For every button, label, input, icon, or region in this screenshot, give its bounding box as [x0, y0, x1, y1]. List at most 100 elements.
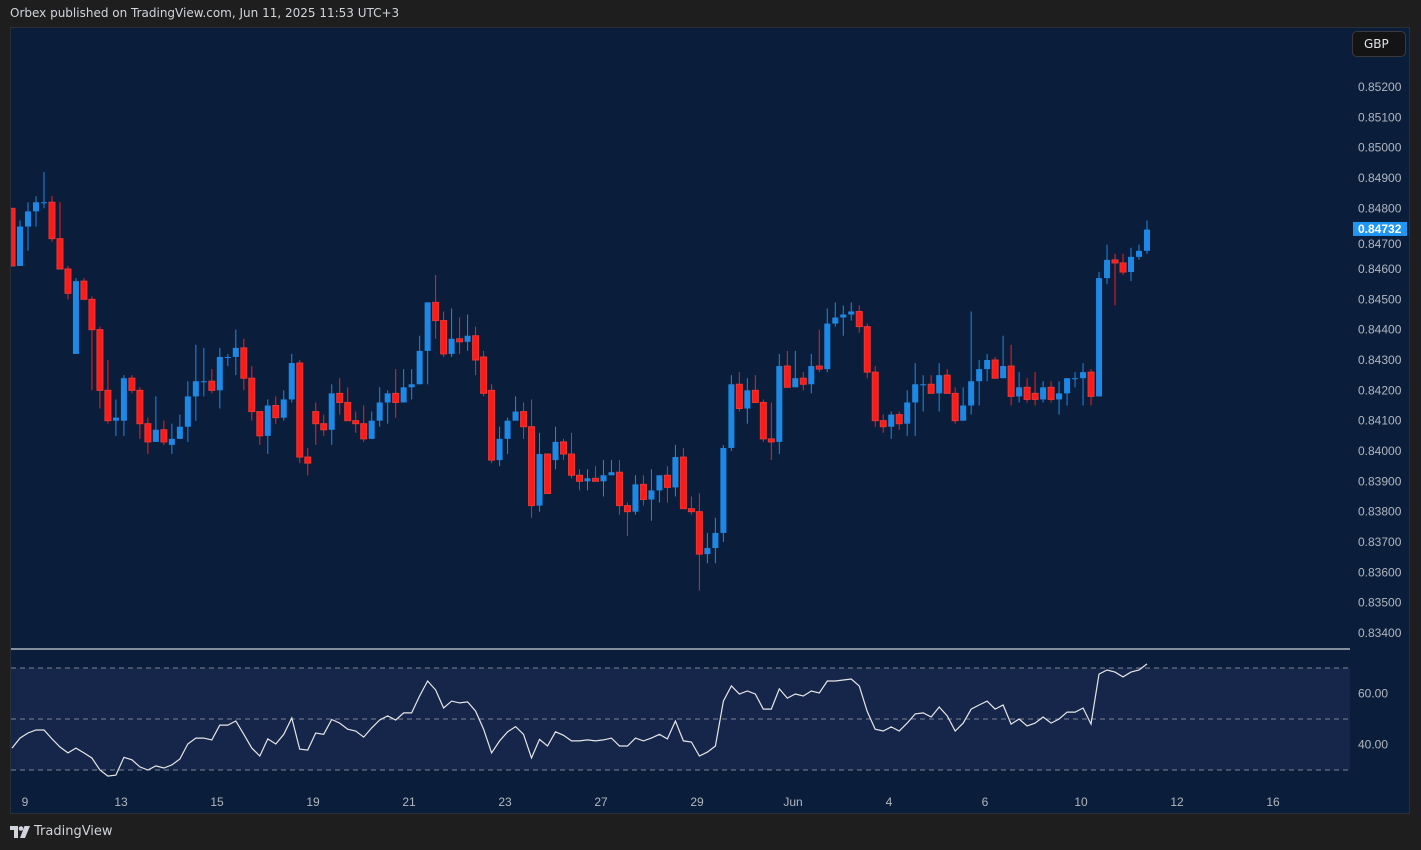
candle-down — [320, 423, 328, 431]
candle-down — [96, 329, 104, 391]
candle-down — [432, 301, 440, 322]
price-tick-label: 0.83600 — [1358, 565, 1402, 579]
candle-up — [1056, 393, 1063, 400]
candle-down — [392, 392, 400, 403]
candle-down — [560, 441, 568, 455]
candle-down — [783, 365, 791, 388]
time-tick-label: 27 — [594, 795, 608, 809]
candle-down — [687, 508, 695, 513]
candle-up — [776, 366, 783, 442]
price-tick-label: 0.84000 — [1358, 444, 1402, 458]
candle-down — [576, 474, 583, 482]
candle-down — [296, 362, 304, 458]
candle-down — [520, 411, 528, 428]
candle-down — [799, 377, 807, 385]
candle-down — [88, 298, 96, 331]
price-tick-label: 0.84700 — [1358, 237, 1402, 251]
candle-up — [184, 396, 191, 427]
candle-down — [663, 474, 671, 488]
candle-up — [632, 484, 639, 512]
candle-down — [871, 371, 879, 422]
candle-up — [824, 323, 831, 370]
chart-canvas[interactable]: 0.85200 0.85100 0.85000 0.84900 0.84800 0.847… — [11, 28, 1411, 815]
candle-up — [1000, 366, 1007, 379]
candle-down — [344, 401, 352, 422]
candle-down — [136, 389, 144, 425]
candle-down — [456, 338, 464, 343]
candle-up — [368, 420, 375, 439]
time-tick-label: 6 — [982, 795, 989, 809]
candle-down — [895, 414, 903, 425]
time-tick-label: 13 — [114, 795, 128, 809]
candle-down — [304, 456, 312, 464]
candle-down — [591, 477, 599, 482]
candle-down — [352, 420, 360, 425]
candle-down — [480, 356, 488, 394]
candle-up — [1072, 378, 1079, 380]
price-tick-label: 0.84400 — [1358, 323, 1402, 337]
candle-up — [512, 411, 519, 421]
price-tick-label: 0.84600 — [1358, 262, 1402, 276]
candle-up — [408, 384, 415, 388]
candle-up — [16, 226, 23, 266]
price-tick-label: 0.84900 — [1358, 171, 1402, 185]
price-tick-label: 0.84800 — [1358, 201, 1402, 215]
candle-down — [128, 377, 136, 391]
candle-up — [288, 363, 295, 400]
candle-up — [536, 454, 543, 506]
time-tick-label: 21 — [402, 795, 416, 809]
chart-pane[interactable]: 0.85200 0.85100 0.85000 0.84900 0.84800 0.847… — [10, 27, 1410, 814]
candle-up — [832, 317, 839, 324]
candle-up — [176, 426, 183, 439]
rsi-line — [11, 663, 1148, 777]
candle-down — [336, 392, 344, 403]
time-tick-label: 16 — [1266, 795, 1280, 809]
candle-down — [544, 453, 552, 494]
candle-up — [400, 387, 407, 403]
candle-up — [608, 472, 615, 476]
candle-down — [927, 383, 935, 394]
candle-up — [1040, 387, 1047, 400]
candle-down — [879, 420, 887, 428]
candle-up — [744, 390, 751, 409]
candle-up — [1080, 372, 1087, 379]
time-tick-label: 19 — [306, 795, 320, 809]
candle-down — [528, 426, 536, 507]
rsi-tick-label: 40.00 — [1358, 738, 1388, 752]
candle-up — [904, 402, 911, 424]
candle-up — [224, 356, 231, 358]
candle-up — [984, 359, 991, 370]
time-tick-label: 9 — [22, 795, 29, 809]
candle-down — [639, 483, 647, 501]
candle-down — [735, 383, 743, 410]
candle-down — [568, 453, 576, 476]
price-tick-label: 0.83400 — [1358, 626, 1402, 640]
candle-up — [1136, 250, 1143, 257]
currency-button[interactable]: GBP — [1352, 31, 1406, 57]
candle-up — [648, 490, 655, 500]
candle-down — [679, 456, 687, 510]
tradingview-brand: TradingView — [34, 824, 113, 839]
candle-down — [695, 511, 703, 555]
candle-down — [104, 389, 112, 422]
candle-up — [888, 414, 895, 427]
candle-down — [488, 389, 496, 461]
candle-up — [808, 366, 815, 385]
candle-up — [848, 311, 855, 315]
candle-up — [960, 405, 967, 421]
candle-down — [272, 404, 280, 419]
candle-up — [792, 378, 799, 388]
price-tick-label: 0.83700 — [1358, 535, 1402, 549]
time-tick-label: 10 — [1074, 795, 1088, 809]
candle-up — [464, 335, 471, 342]
candle-down — [951, 392, 959, 422]
candle-up — [1096, 278, 1103, 397]
price-tick-label: 0.83500 — [1358, 596, 1402, 610]
candle-up — [168, 438, 175, 445]
candle-down — [1119, 262, 1127, 273]
candle-down — [56, 238, 64, 270]
candle-up — [504, 420, 511, 439]
candle-up — [1064, 378, 1071, 394]
candle-down — [943, 374, 951, 394]
candle-up — [232, 347, 239, 357]
